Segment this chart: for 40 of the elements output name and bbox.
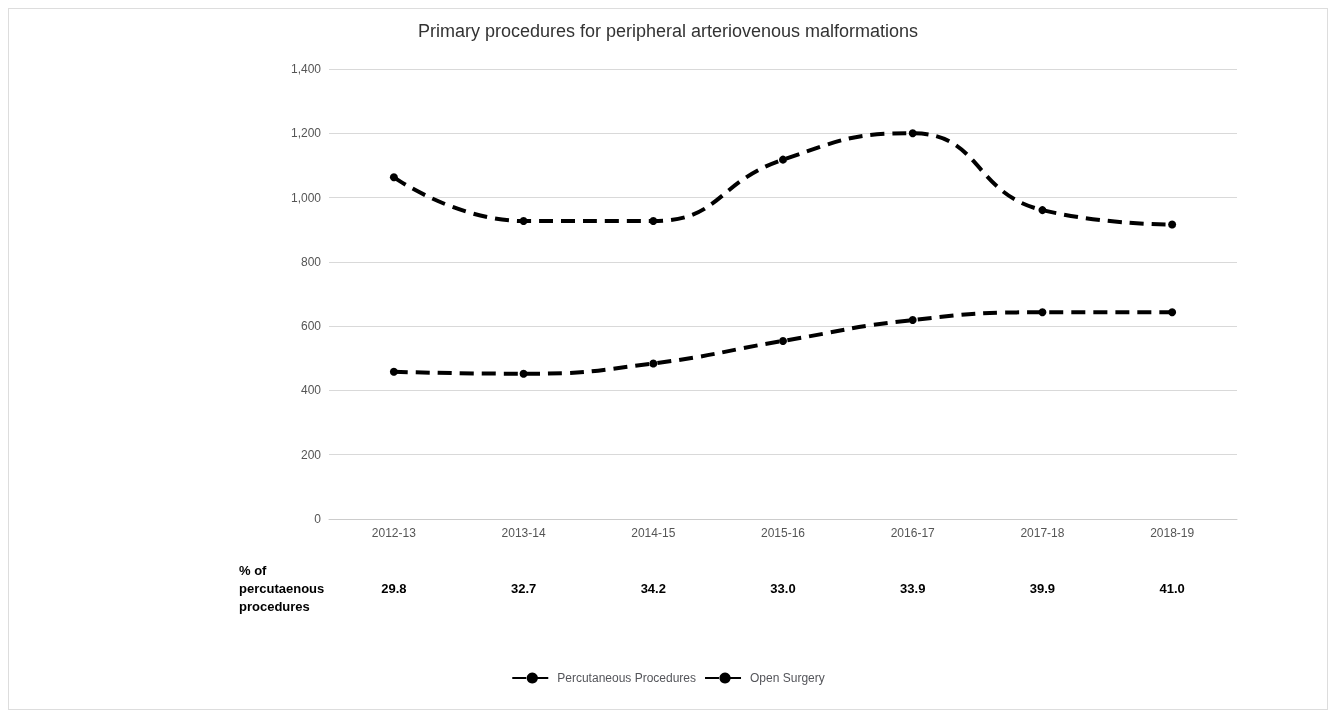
text: 29.8 [381,580,407,596]
text: 33.9 [900,580,926,596]
y-tick-label: 1,000 [290,190,322,205]
point [519,369,528,378]
x-tick-label: 2018-19 [1150,526,1195,540]
point [1038,308,1047,317]
point [779,155,787,164]
y-tick-label: 400 [300,383,322,398]
x-tick-label: 2015-16 [760,526,806,540]
y-tick-label: 600 [300,319,322,334]
point [519,217,528,226]
point [389,173,398,182]
text: 32.7 [510,580,537,596]
point [649,359,658,368]
text: 33.0 [770,580,796,596]
x-tick-label: 2014-15 [631,526,676,540]
point [908,129,917,138]
text: 39.9 [1029,580,1056,596]
text: 34.2 [640,580,666,596]
point [779,336,787,345]
point [1168,220,1177,229]
point [1168,308,1177,317]
legend-label: Percutaneous Procedures [557,671,697,685]
y-tick-label: 200 [300,447,322,462]
y-tick-label: 800 [300,254,322,269]
legend-label: Open Surgery [750,671,825,685]
x-tick-label: 2012-13 [371,526,417,540]
point [1038,206,1047,215]
point [649,217,658,226]
y-tick-label: 1,400 [290,62,322,76]
x-tick-label: 2016-17 [890,526,936,540]
text: % of percutaenous procedures [239,562,325,614]
point [389,367,398,376]
text: 41.0 [1159,580,1185,596]
y-tick-label: 1,200 [290,126,322,141]
y-tick-label: 0 [314,512,322,526]
x-tick-label: 2017-18 [1020,526,1065,540]
point [908,316,917,325]
x-tick-label: 2013-14 [501,526,546,540]
chart-title: Primary procedures for peripheral arteriovenous malformations [417,21,919,41]
